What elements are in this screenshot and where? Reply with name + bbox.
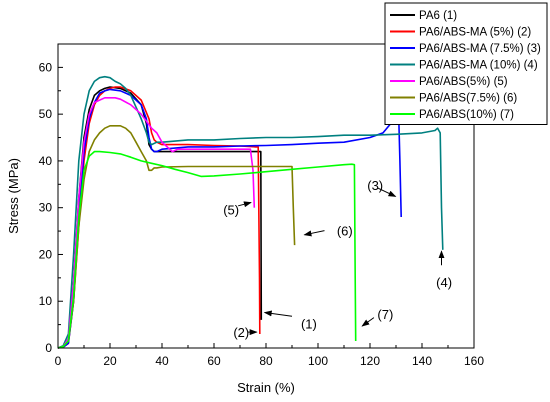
annotation-label-7: (7) — [377, 307, 393, 322]
legend-label-6: PA6/ABS(7.5%) (6) — [419, 93, 517, 105]
x-tick-label: 160 — [464, 354, 484, 368]
annotation-label-3: (3) — [367, 178, 383, 193]
legend-label-5: PA6/ABS(5%) (5) — [419, 76, 508, 88]
series-layer — [57, 75, 444, 349]
y-tick-label: 50 — [39, 107, 53, 121]
x-tick-label: 20 — [103, 354, 117, 368]
legend-label-4: PA6/ABS-MA (10%) (4) — [419, 60, 538, 72]
legend: PA6 (1) PA6/ABS-MA (5%) (2) PA6/ABS-MA (7.… — [384, 2, 548, 125]
annotation-label-2: (2) — [233, 325, 249, 340]
annotation-label-1: (1) — [301, 317, 317, 332]
y-tick-label: 40 — [39, 154, 53, 168]
annotation-arrow-6 — [303, 230, 325, 237]
annotation-label-6: (6) — [337, 224, 353, 239]
series-line-7 — [57, 150, 357, 349]
y-axis-title: Stress (MPa) — [6, 158, 21, 234]
x-tick-label: 140 — [412, 354, 432, 368]
x-tick-label: 80 — [259, 354, 273, 368]
x-tick-label: 60 — [207, 354, 221, 368]
legend-label-3: PA6/ABS-MA (7.5%) (3) — [419, 43, 541, 55]
y-tick-label: 10 — [39, 294, 53, 308]
legend-label-7: PA6/ABS(10%) (7) — [419, 109, 514, 121]
x-tick-label: 40 — [155, 354, 169, 368]
x-tick-label: 0 — [55, 354, 62, 368]
annotation-label-5: (5) — [223, 203, 239, 218]
y-tick-label: 30 — [39, 201, 53, 215]
y-tick-label: 20 — [39, 247, 53, 261]
annotation-arrow-5 — [238, 201, 252, 208]
annotation-layer: (1) (2) (3) (4) (5) (6) (7) — [223, 178, 452, 340]
series-line-6 — [57, 125, 296, 349]
x-tick-label: 120 — [360, 354, 380, 368]
series-line-4 — [57, 75, 444, 349]
annotation-label-4: (4) — [436, 275, 452, 290]
annotation-arrow-7 — [361, 317, 375, 327]
x-axis-title: Strain (%) — [237, 380, 295, 395]
y-tick-label: 60 — [39, 60, 53, 74]
legend-label-1: PA6 (1) — [419, 10, 457, 22]
y-tick-label: 0 — [45, 341, 52, 355]
series-line-5 — [57, 97, 256, 349]
annotation-arrow-1 — [263, 310, 293, 317]
x-tick-label: 100 — [308, 354, 328, 368]
annotation-arrow-3 — [377, 187, 397, 197]
tick-layer: 0 20 40 60 80 100 120 140 160 0 10 20 30 40 50 60 — [39, 60, 485, 368]
series-line-3 — [57, 88, 402, 349]
legend-label-2: PA6/ABS-MA (5%) (2) — [419, 27, 531, 39]
